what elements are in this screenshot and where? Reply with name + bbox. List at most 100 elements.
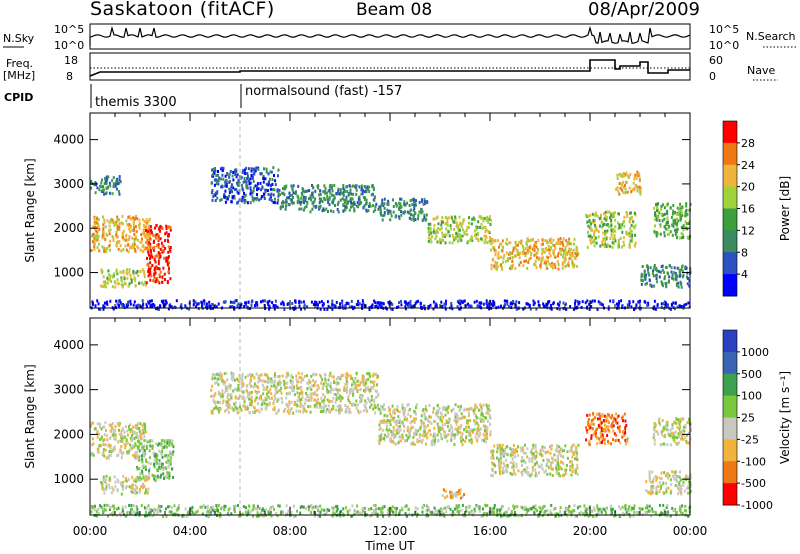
power-echo-band xyxy=(90,175,122,196)
freq-panel-frame xyxy=(89,52,691,81)
power-ytick-label: 2000 xyxy=(53,221,84,235)
velocity-colorbar-tick-label: 100 xyxy=(741,390,762,403)
velocity-colorbar-tick-label: -1000 xyxy=(741,499,773,512)
velocity-ytick-label: 2000 xyxy=(53,427,84,441)
velocity-colorbar-segment xyxy=(723,461,737,484)
power-echo-band xyxy=(90,214,152,254)
nave-tick-bottom: 0 xyxy=(709,70,716,83)
velocity-echo-band xyxy=(100,474,150,496)
power-colorbar-tick-label: 24 xyxy=(741,159,755,172)
station-title: Saskatoon (fitACF) xyxy=(90,0,275,20)
nsky-label: N.Sky xyxy=(3,32,35,45)
velocity-colorbar-tick-label: -25 xyxy=(741,433,759,446)
power-colorbar-segment xyxy=(723,121,737,144)
velocity-ytick-label: 4000 xyxy=(53,338,84,352)
xtick-label: 12:00 xyxy=(373,524,408,538)
power-ytick-label: 3000 xyxy=(53,177,84,191)
nave-label: Nave xyxy=(747,64,775,77)
velocity-echo-band xyxy=(136,439,175,483)
nave-tick-top: 60 xyxy=(709,54,723,67)
power-colorbar-segment xyxy=(723,142,737,166)
power-colorbar-tick-label: 28 xyxy=(741,137,755,150)
power-colorbar-segment xyxy=(723,252,737,275)
velocity-colorbar-segment xyxy=(723,373,737,397)
power-echo-band xyxy=(490,237,580,271)
velocity-colorbar-segment xyxy=(723,330,737,353)
power-echo-band xyxy=(100,268,147,289)
power-colorbar-tick-label: 8 xyxy=(741,246,748,259)
xtick-label: 08:00 xyxy=(273,524,308,538)
power-echo-band xyxy=(210,166,280,205)
velocity-echo-band xyxy=(645,470,692,496)
velocity-echo-band xyxy=(210,371,380,415)
date-label: 08/Apr/2009 xyxy=(588,0,700,20)
velocity-colorbar-segment xyxy=(723,417,737,440)
power-colorbar-segment xyxy=(723,186,737,209)
power-echo-band xyxy=(90,299,691,311)
nsky-tick-top: 10^5 xyxy=(54,23,84,36)
power-ytick-label: 4000 xyxy=(53,133,84,147)
xtick-label: 00:00 xyxy=(73,524,108,538)
nave-trace xyxy=(89,59,690,77)
power-ytick-label: 1000 xyxy=(53,266,84,280)
power-echo-band xyxy=(585,210,637,249)
velocity-colorbar-label: Velocity [m s⁻¹] xyxy=(778,371,792,464)
nsky-panel-frame xyxy=(89,23,691,50)
power-colorbar-tick-label: 12 xyxy=(741,224,755,237)
power-echo-band xyxy=(145,224,172,285)
power-colorbar-segment xyxy=(723,208,737,231)
power-echo-band xyxy=(277,184,380,214)
velocity-echo-band xyxy=(490,443,580,478)
freq-label: Freq. xyxy=(6,57,33,70)
velocity-colorbar-segment xyxy=(723,351,737,375)
nsearch-label: N.Search xyxy=(746,30,796,43)
velocity-colorbar-segment xyxy=(723,483,737,506)
cpid-mode-2: normalsound (fast) -157 xyxy=(245,84,402,99)
power-colorbar-segment xyxy=(723,274,737,297)
velocity-colorbar-tick-label: 500 xyxy=(741,368,762,381)
xtick-label: 16:00 xyxy=(473,524,508,538)
nsky-tick-bottom: 10^0 xyxy=(54,39,84,52)
power-colorbar-segment xyxy=(723,164,737,188)
x-axis-label: Time UT xyxy=(364,539,415,553)
power-colorbar-segment xyxy=(723,230,737,253)
velocity-echo-band xyxy=(585,412,629,447)
nsky-trace xyxy=(89,25,691,46)
velocity-colorbar-tick-label: -500 xyxy=(741,477,766,490)
freq-unit: [MHz] xyxy=(3,69,35,82)
beam-label: Beam 08 xyxy=(356,0,433,20)
xtick-label: 20:00 xyxy=(573,524,608,538)
xtick-label: 00:00 xyxy=(673,524,708,538)
xtick-label: 04:00 xyxy=(173,524,208,538)
velocity-colorbar-tick-label: 1000 xyxy=(741,346,769,359)
power-echo-band xyxy=(378,197,429,222)
power-colorbar-label: Power [dB] xyxy=(778,176,792,241)
velocity-echo-band xyxy=(377,403,492,447)
velocity-echo-band xyxy=(90,503,692,518)
velocity-colorbar-segment xyxy=(723,395,737,418)
power-colorbar-tick-label: 20 xyxy=(741,181,755,194)
power-colorbar-tick-label: 4 xyxy=(741,268,748,281)
velocity-colorbar-segment xyxy=(723,439,737,462)
nsearch-tick-top: 10^5 xyxy=(709,23,739,36)
velocity-colorbar-tick-label: -100 xyxy=(741,455,766,468)
velocity-ytick-label: 1000 xyxy=(53,472,84,486)
power-ylabel: Slant Range [km] xyxy=(23,158,37,262)
velocity-ytick-label: 3000 xyxy=(53,383,84,397)
nsearch-tick-bottom: 10^0 xyxy=(709,39,739,52)
freq-tick-bottom: 8 xyxy=(66,70,73,83)
velocity-echo-band xyxy=(441,488,466,500)
cpid-label: CPID xyxy=(4,91,33,104)
power-echo-band xyxy=(653,202,692,240)
velocity-echo-band xyxy=(652,417,692,447)
power-colorbar-tick-label: 16 xyxy=(741,203,755,216)
cpid-mode-1: themis 3300 xyxy=(95,95,177,110)
velocity-ylabel: Slant Range [km] xyxy=(23,364,37,468)
power-echo-band xyxy=(640,264,692,289)
power-echo-band xyxy=(615,170,642,196)
freq-tick-top: 18 xyxy=(64,54,78,67)
power-echo-band xyxy=(427,215,492,245)
velocity-colorbar-tick-label: 25 xyxy=(741,412,755,425)
